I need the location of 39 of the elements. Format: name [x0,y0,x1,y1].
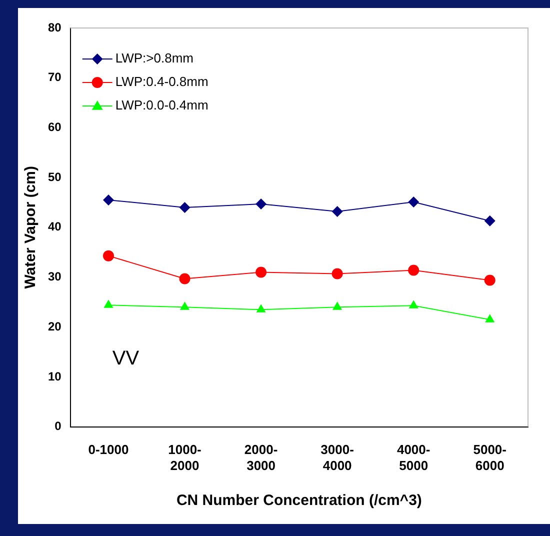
point [104,300,114,308]
legend-label: LWP:0.0-0.4mm [115,98,208,113]
point [102,250,114,262]
point [332,268,343,280]
y-tick-label: 20 [48,319,62,334]
y-tick-label: 80 [48,20,62,34]
point [179,202,190,213]
point [408,264,420,276]
legend-label: LWP:>0.8mm [115,50,194,66]
point [179,273,190,284]
point [408,300,418,308]
point [256,266,267,278]
point [485,314,495,322]
point [256,198,267,210]
x-tick-label: 3000-4000 [320,442,354,473]
point [332,302,342,310]
y-tick-label: 60 [48,120,62,134]
point [408,196,420,208]
x-tick-label: 5000-6000 [473,442,506,473]
y-tick-label: 10 [48,369,62,384]
y-tick-label: 50 [48,170,62,184]
point [180,302,190,310]
point [484,274,496,286]
x-axis-title: CN Number Concentration (/cm^3) [176,492,422,510]
annotation: VV [112,347,140,370]
y-axis-title: Water Vapor (cm) [22,166,40,289]
x-tick-label: 0-1000 [88,442,129,458]
y-tick-label: 0 [54,419,62,434]
legend-label: LWP:0.4-0.8mm [115,74,208,90]
point [102,194,114,206]
y-tick-label: 40 [48,220,62,234]
point [332,206,343,217]
y-tick-label: 30 [48,270,62,284]
point [484,215,496,226]
x-tick-label: 2000-3000 [244,442,278,473]
x-tick-label: 4000-5000 [396,442,430,473]
point [256,304,266,312]
x-tick-label: 1000-2000 [168,442,202,473]
y-tick-label: 70 [48,70,62,84]
